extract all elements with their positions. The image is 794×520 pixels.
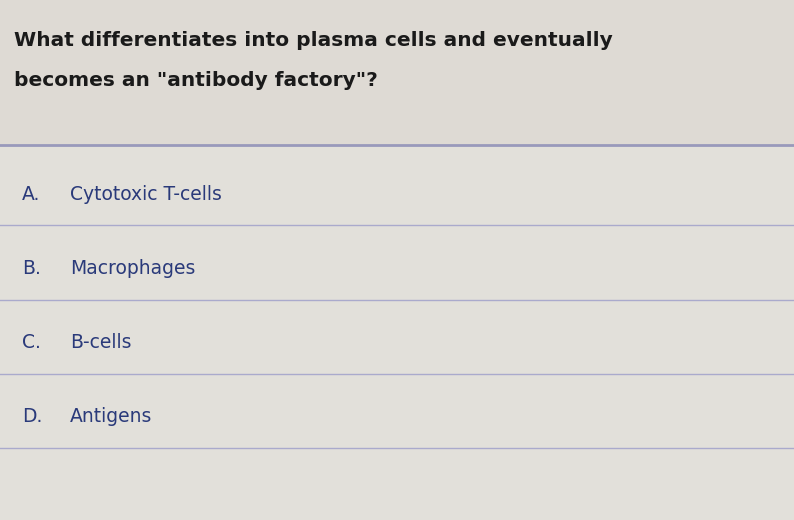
Text: A.: A. [22, 185, 40, 203]
Text: D.: D. [22, 407, 42, 425]
Text: B.: B. [22, 258, 40, 278]
Text: Cytotoxic T-cells: Cytotoxic T-cells [70, 185, 222, 203]
Text: What differentiates into plasma cells and eventually: What differentiates into plasma cells an… [14, 31, 613, 49]
Text: B-cells: B-cells [70, 332, 132, 352]
Text: Macrophages: Macrophages [70, 258, 195, 278]
Text: Antigens: Antigens [70, 407, 152, 425]
Bar [0, 145, 794, 520]
Bar [0, 0, 794, 145]
Text: becomes an "antibody factory"?: becomes an "antibody factory"? [14, 71, 378, 89]
Text: C.: C. [22, 332, 40, 352]
